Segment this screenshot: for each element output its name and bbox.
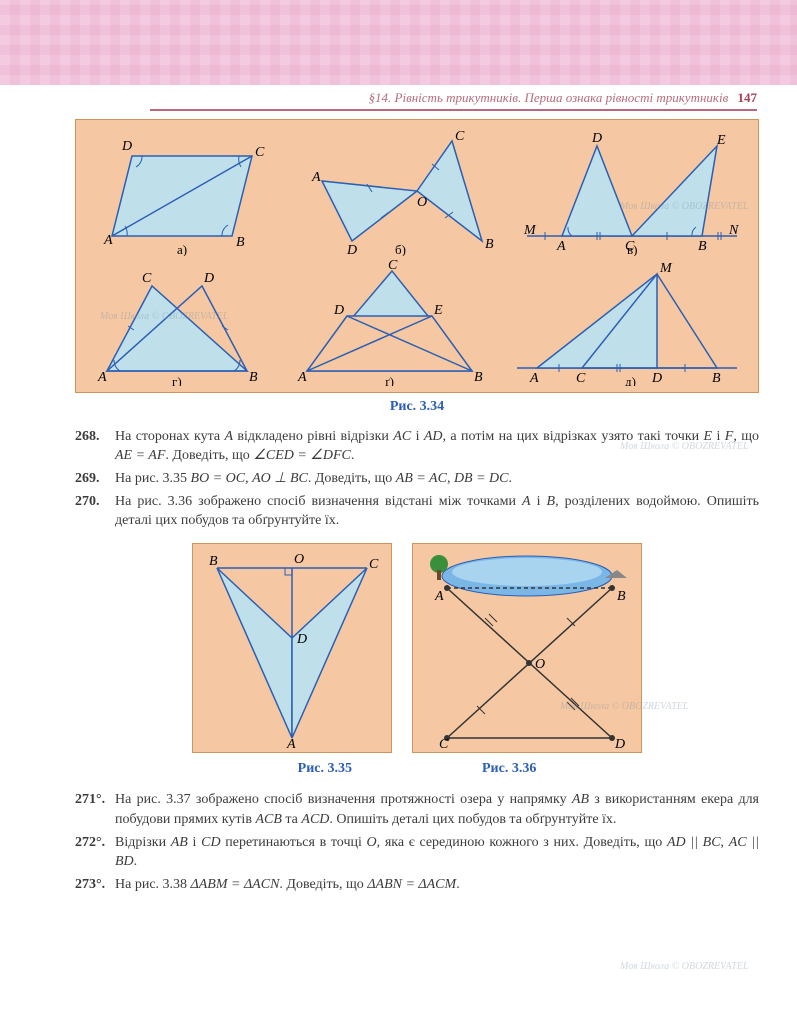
svg-text:D: D	[121, 139, 132, 154]
svg-text:д): д)	[625, 374, 636, 386]
svg-text:C: C	[255, 145, 265, 160]
fig-3-35-box: B O C D A	[192, 543, 392, 753]
svg-text:C: C	[576, 371, 586, 386]
fig-3-36-caption: Рис. 3.36	[482, 759, 536, 779]
svg-text:B: B	[698, 239, 707, 254]
svg-text:A: A	[97, 370, 107, 385]
page-number: 147	[738, 90, 758, 105]
fig-3-35: B O C D A	[197, 548, 387, 748]
fig-3-36: A B O C D	[417, 548, 637, 748]
dual-caption: Рис. 3.35 Рис. 3.36	[75, 759, 759, 779]
problem-273: 273°. На рис. 3.38 ΔABM = ΔACN. Доведіть…	[75, 875, 759, 895]
svg-text:D: D	[346, 243, 357, 256]
svg-text:M: M	[659, 261, 673, 276]
figure-3-34-panel: A B C D а) A D C B O б)	[75, 119, 759, 393]
svg-text:A: A	[434, 589, 444, 604]
fig-3-36-box: A B O C D	[412, 543, 642, 753]
problem-269: 269. На рис. 3.35 BO = OC, AO ⊥ BC. Дове…	[75, 469, 759, 489]
fig-gg: C A B D E ґ)	[292, 256, 487, 386]
svg-text:г): г)	[172, 374, 182, 386]
fig-row-1: A B C D а) A D C B O б)	[82, 126, 752, 256]
svg-text:B: B	[617, 589, 626, 604]
svg-text:M: M	[523, 223, 537, 238]
svg-text:C: C	[369, 557, 379, 572]
svg-text:D: D	[591, 131, 602, 146]
problem-number: 273°.	[75, 875, 115, 895]
middle-figures: B O C D A	[75, 543, 759, 753]
problem-text: На рис. 3.38 ΔABM = ΔACN. Доведіть, що Δ…	[115, 875, 759, 895]
svg-text:B: B	[485, 237, 494, 252]
svg-text:O: O	[535, 657, 545, 672]
problem-number: 269.	[75, 469, 115, 489]
problem-number: 268.	[75, 427, 115, 466]
svg-text:A: A	[529, 371, 539, 386]
svg-text:B: B	[474, 370, 483, 385]
fig-3-34-caption: Рис. 3.34	[75, 397, 759, 417]
svg-text:D: D	[203, 271, 214, 286]
svg-text:N: N	[728, 223, 739, 238]
fig-b: A D C B O б)	[297, 126, 497, 256]
problem-272: 272°. Відрізки AB і CD перетинаються в т…	[75, 833, 759, 872]
page: §14. Рівність трикутників. Перша ознака …	[0, 0, 797, 917]
problem-number: 271°.	[75, 790, 115, 829]
fig-row-2: A B C D г) C A B D E ґ)	[82, 256, 752, 386]
problem-268: 268. На сторонах кута A відкладено рівні…	[75, 427, 759, 466]
svg-text:C: C	[455, 129, 465, 144]
svg-text:A: A	[297, 370, 307, 385]
svg-text:E: E	[433, 303, 443, 318]
problem-text: Відрізки AB і CD перетинаються в точці O…	[115, 833, 759, 872]
svg-text:A: A	[103, 233, 113, 248]
svg-text:D: D	[651, 371, 662, 386]
problem-text: На рис. 3.36 зображено спосіб визначення…	[115, 492, 759, 531]
svg-text:B: B	[236, 235, 245, 250]
svg-text:б): б)	[395, 242, 406, 256]
fig-d: A C D B M д)	[512, 256, 742, 386]
svg-text:O: O	[417, 195, 427, 210]
svg-text:B: B	[209, 554, 218, 569]
svg-text:в): в)	[627, 242, 637, 256]
svg-text:D: D	[296, 632, 307, 647]
svg-text:D: D	[614, 737, 625, 748]
svg-text:C: C	[142, 271, 152, 286]
problem-271: 271°. На рис. 3.37 зображено спосіб визн…	[75, 790, 759, 829]
top-banner	[0, 0, 797, 85]
problem-text: На рис. 3.37 зображено спосіб визначення…	[115, 790, 759, 829]
svg-text:D: D	[333, 303, 344, 318]
problem-text: На рис. 3.35 BO = OC, AO ⊥ BC. Доведіть,…	[115, 469, 759, 489]
header-line: §14. Рівність трикутників. Перша ознака …	[0, 85, 797, 109]
section-title: §14. Рівність трикутників. Перша ознака …	[369, 90, 729, 105]
svg-text:ґ): ґ)	[385, 374, 394, 386]
content: A B C D а) A D C B O б)	[0, 111, 797, 917]
svg-text:B: B	[712, 371, 721, 386]
svg-text:C: C	[439, 737, 449, 748]
svg-text:A: A	[286, 737, 296, 748]
fig-g: A B C D г)	[92, 256, 267, 386]
fig-a: A B C D а)	[92, 126, 272, 256]
fig-3-35-caption: Рис. 3.35	[298, 759, 352, 779]
watermark: Моя Школа © OBOZREVATEL	[620, 960, 748, 974]
svg-text:C: C	[388, 258, 398, 273]
fig-v: M A D C B E N в)	[522, 126, 742, 256]
problem-number: 272°.	[75, 833, 115, 872]
svg-text:а): а)	[177, 242, 187, 256]
svg-text:A: A	[311, 170, 321, 185]
svg-text:B: B	[249, 370, 258, 385]
svg-text:E: E	[716, 133, 726, 148]
problem-number: 270.	[75, 492, 115, 531]
problem-270: 270. На рис. 3.36 зображено спосіб визна…	[75, 492, 759, 531]
svg-text:O: O	[294, 552, 304, 567]
problem-text: На сторонах кута A відкладено рівні відр…	[115, 427, 759, 466]
svg-text:A: A	[556, 239, 566, 254]
